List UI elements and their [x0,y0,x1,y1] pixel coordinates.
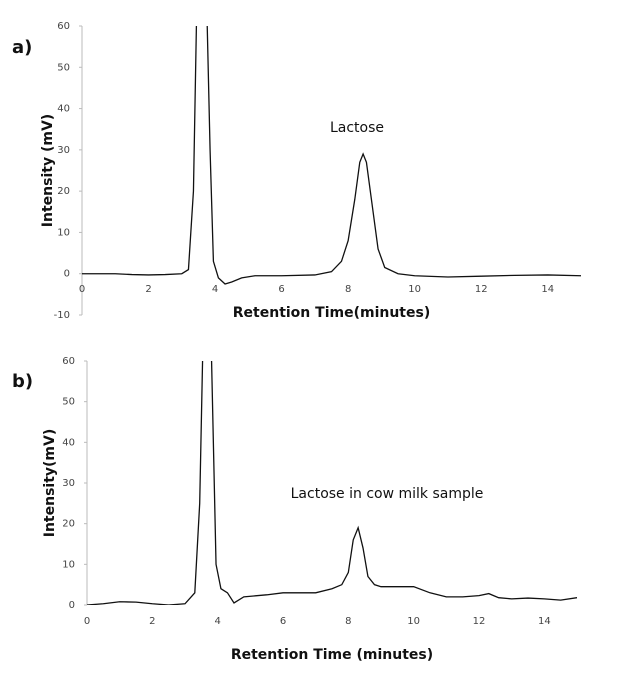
x-tick-label: 12 [475,284,488,295]
data-line [82,26,581,285]
y-tick-label: 0 [64,269,70,280]
annotation: Lactose in cow milk sample [291,486,484,502]
x-tick-label: 8 [345,616,351,627]
x-tick-label: 4 [212,284,218,295]
y-axis-title: Intensity (mV) [40,114,56,227]
x-tick-label: 0 [84,616,90,627]
y-tick-label: 60 [62,356,75,367]
panel-label: b) [12,371,33,392]
data-line [87,361,577,605]
x-tick-label: 6 [280,616,286,627]
x-tick-label: 14 [541,284,554,295]
y-tick-label: 20 [62,519,75,530]
y-tick-label: 10 [62,559,75,570]
x-tick-label: 10 [408,284,421,295]
x-axis-title: Retention Time(minutes) [233,305,430,321]
x-tick-label: 6 [278,284,284,295]
y-tick-label: 30 [62,478,75,489]
x-tick-label: 8 [345,284,351,295]
x-tick-label: 2 [145,284,151,295]
y-tick-label: 10 [57,227,70,238]
x-tick-label: 0 [79,284,85,295]
y-tick-label: 50 [62,397,75,408]
y-tick-label: 40 [57,104,70,115]
annotation: Lactose [330,120,384,136]
y-axis-title: Intensity(mV) [42,429,58,538]
x-tick-label: 12 [473,616,486,627]
x-tick-label: 14 [538,616,551,627]
panel-label: a) [12,37,32,58]
y-tick-label: 50 [57,62,70,73]
x-axis-title: Retention Time (minutes) [231,647,433,663]
y-tick-label: 30 [57,145,70,156]
y-tick-label: 60 [57,21,70,32]
chart-panel: -10 0 10 20 30 40 50 60 0 2 4 6 8 10 12 14 Retention Tim… [12,21,581,321]
x-tick-label: 10 [407,616,420,627]
y-tick-label: 0 [69,600,75,611]
chart-panel: 0 10 20 30 40 50 60 0 2 4 6 8 10 12 14 Retention Time (… [12,356,577,663]
y-tick-label: -10 [54,310,70,321]
x-tick-label: 2 [149,616,155,627]
y-tick-label: 20 [57,186,70,197]
y-tick-label: 40 [62,437,75,448]
x-tick-label: 4 [214,616,220,627]
